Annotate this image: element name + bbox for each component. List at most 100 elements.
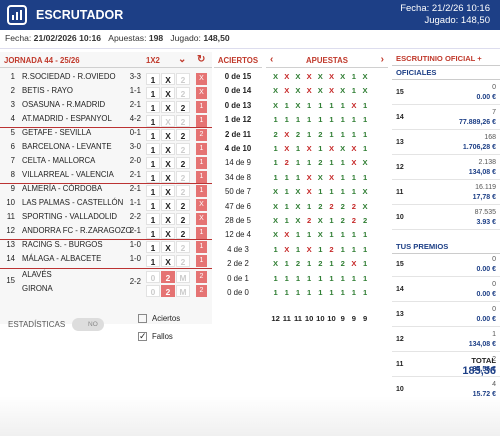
apuesta-cell: 2 [318, 129, 323, 139]
pick-X[interactable]: X [161, 115, 175, 127]
match-teams: VILLARREAL - VALENCIA [22, 170, 114, 179]
match-row: 12 ANDORRA FC - R.ZARAGOZO 2-1 1 X 2 1 [0, 226, 212, 240]
apuesta-cell: 2 [329, 201, 334, 211]
chevron-down-icon[interactable]: ⌄ [178, 54, 187, 65]
match-teams: OSASUNA - R.MADRID [22, 100, 106, 109]
pick-2[interactable]: 2 [176, 143, 190, 155]
pick-2[interactable]: 2 [176, 115, 190, 127]
match-score: 2-1 [129, 184, 141, 193]
apuesta-cell: 1 [362, 288, 368, 297]
pleno-away: GIRONA [22, 284, 53, 293]
pick-X[interactable]: X [161, 227, 175, 239]
pick-X[interactable]: X [161, 87, 175, 99]
match-number: 6 [10, 142, 15, 151]
pick-1[interactable]: 1 [146, 115, 160, 127]
pick-1[interactable]: 1 [146, 199, 160, 211]
pick-X[interactable]: X [161, 129, 175, 141]
pick-X[interactable]: X [161, 101, 175, 113]
pick-X[interactable]: X [161, 73, 175, 85]
prize-amount: 17,78 € [472, 194, 496, 201]
prize-row: 13 0 0.00 € [392, 304, 500, 327]
apuesta-cell: X [317, 172, 323, 182]
pick-X[interactable]: X [161, 171, 175, 183]
refresh-icon[interactable]: ↻ [197, 54, 206, 65]
pick-1[interactable]: 1 [146, 227, 160, 239]
stats-toggle[interactable]: NO [72, 318, 104, 331]
pick-X[interactable]: X [161, 255, 175, 267]
pick-1[interactable]: 1 [146, 185, 160, 197]
pick-1[interactable]: 1 [146, 213, 160, 225]
pick-X[interactable]: X [161, 143, 175, 155]
pleno-home-pick[interactable]: 0 [146, 271, 160, 283]
pick-2[interactable]: 2 [176, 157, 190, 169]
apuesta-cell: 2 [351, 201, 357, 211]
apuesta-cell: X [351, 100, 357, 110]
pick-2[interactable]: 2 [176, 255, 190, 267]
total-cell: 11 [282, 314, 291, 324]
pick-1[interactable]: 1 [146, 87, 160, 99]
prize-count: 2 [492, 356, 496, 363]
apuesta-cell: 1 [273, 273, 278, 283]
mode-select[interactable]: 1X2 [146, 56, 160, 65]
prize-row: 15 0 0.00 € [392, 82, 500, 105]
prize-amount: 134,08 € [468, 341, 496, 348]
pick-2[interactable]: 2 [176, 129, 190, 141]
pick-2[interactable]: 2 [176, 73, 190, 85]
pick-X[interactable]: X [161, 241, 175, 253]
next-arrow-icon[interactable]: › [380, 54, 384, 65]
pick-X[interactable]: X [161, 199, 175, 211]
pleno-away-pick[interactable]: M [176, 285, 190, 297]
pleno-away-pick[interactable]: 2 [161, 285, 175, 297]
group-separator [0, 268, 212, 269]
jornada-header: JORNADA 44 - 25/26 1X2 ⌄ ↻ [0, 52, 212, 68]
pick-2[interactable]: 2 [176, 199, 190, 211]
pleno-home-pick[interactable]: 2 [161, 271, 175, 283]
prize-amount: 0.00 € [476, 94, 496, 101]
apuesta-cell: 1 [284, 273, 289, 283]
pick-2[interactable]: 2 [176, 185, 190, 197]
apuesta-cell: X [306, 144, 312, 153]
pick-2[interactable]: 2 [176, 87, 190, 99]
pleno-away-pick[interactable]: 0 [146, 285, 160, 297]
app-title: ESCRUTADOR [36, 8, 124, 22]
pick-1[interactable]: 1 [146, 241, 160, 253]
aciertos-checkbox[interactable] [138, 314, 147, 323]
match-number: 8 [10, 170, 15, 179]
pleno-home-pick[interactable]: M [176, 271, 190, 283]
pick-1[interactable]: 1 [146, 255, 160, 267]
pick-2[interactable]: 2 [176, 241, 190, 253]
pick-1[interactable]: 1 [146, 129, 160, 141]
apuesta-cell: 1 [362, 129, 368, 139]
prize-row: 10 87.535 3.93 € [392, 207, 500, 230]
pick-1[interactable]: 1 [146, 171, 160, 183]
apuesta-cell: 2 [340, 216, 345, 225]
pick-2[interactable]: 2 [176, 227, 190, 239]
pick-1[interactable]: 1 [146, 73, 160, 85]
apuesta-cell: 1 [329, 216, 334, 225]
pick-X[interactable]: X [161, 157, 175, 169]
apuesta-cell: X [273, 187, 279, 197]
aciertos-row: 50 de 7 [224, 187, 251, 197]
prize-count: 87.535 [474, 209, 496, 216]
pick-1[interactable]: 1 [146, 143, 160, 155]
total-cell: 12 [271, 314, 280, 324]
pick-2[interactable]: 2 [176, 213, 190, 225]
prev-arrow-icon[interactable]: ‹ [270, 54, 274, 65]
apuesta-cell: 1 [362, 273, 368, 283]
app-logo-icon [7, 5, 27, 25]
apuesta-cell: 1 [295, 158, 301, 168]
pick-X[interactable]: X [161, 213, 175, 225]
pick-2[interactable]: 2 [176, 171, 190, 183]
apuesta-cell: X [362, 201, 368, 211]
prize-category: 11 [396, 189, 404, 196]
pick-2[interactable]: 2 [176, 101, 190, 113]
summary-bar: Fecha: 21/02/2026 10:16 Apuestas: 198 Ju… [0, 30, 500, 49]
fallos-checkbox[interactable]: ✓ [138, 331, 147, 341]
prize-row: 15 0 0.00 € [392, 254, 500, 277]
escrutinio-title[interactable]: ESCRUTINIO OFICIAL + [392, 52, 500, 66]
match-number: 11 [6, 212, 15, 221]
pick-1[interactable]: 1 [146, 101, 160, 113]
pick-1[interactable]: 1 [146, 157, 160, 169]
pick-X[interactable]: X [161, 185, 175, 197]
